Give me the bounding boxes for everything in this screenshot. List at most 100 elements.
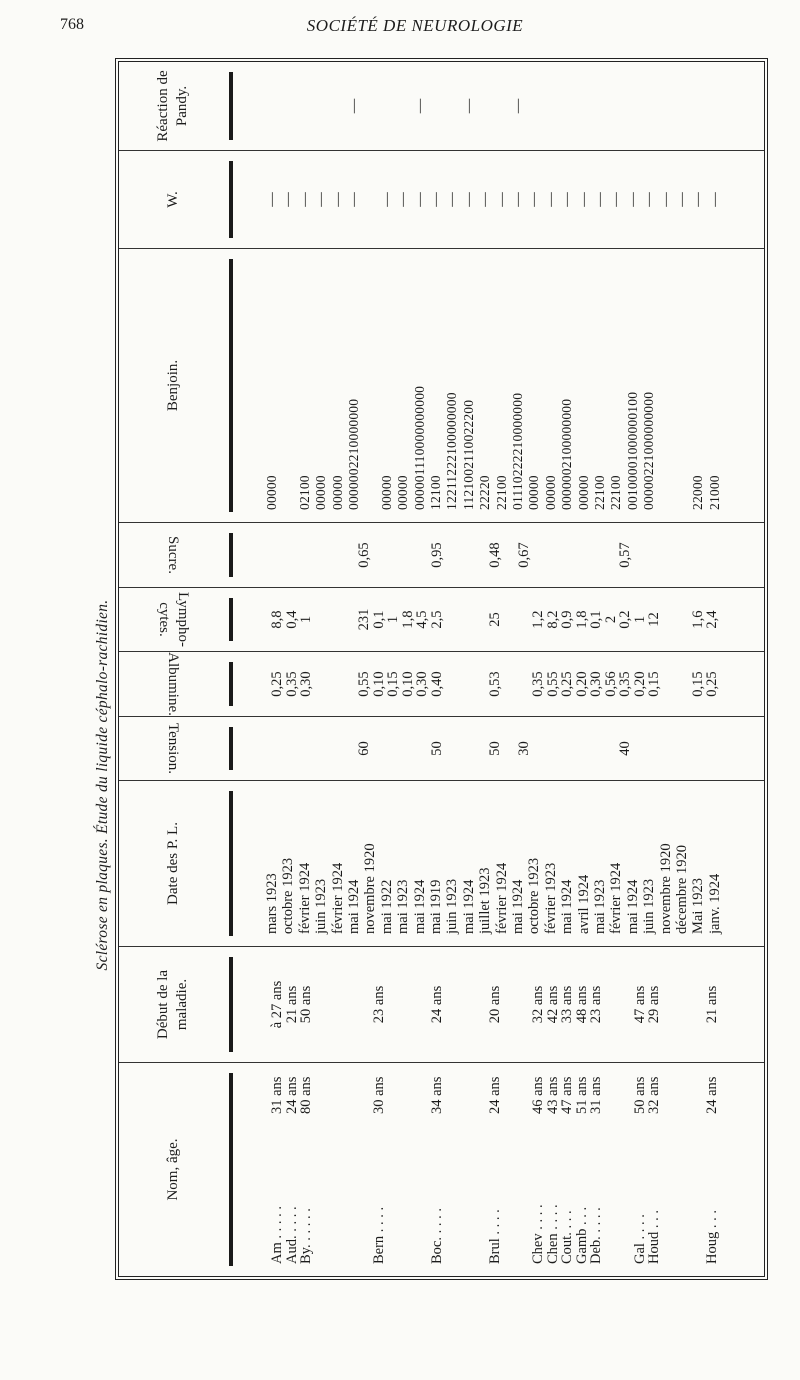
albumine-cell: 0,40 bbox=[428, 671, 445, 697]
benjoin-cell: 00000 bbox=[575, 475, 591, 510]
lymphocytes-cell: 2,4 bbox=[704, 610, 720, 629]
tension-cell: 40 bbox=[617, 741, 633, 756]
header-rule bbox=[229, 957, 233, 1052]
column-lymphocytes: Lympho- cytes. 8,8 0,4 1 231 0,1 1 1,8 4,5 2,5 25… bbox=[119, 588, 764, 652]
albumine-cell: 0,53 bbox=[486, 671, 503, 697]
dates-cell: mars 1923 bbox=[264, 873, 280, 934]
column-tension: Tension. 60 50 50 30 40 bbox=[119, 717, 764, 781]
albumine-cell: 0,25 bbox=[704, 671, 720, 697]
dates-cell: Mai 1923 bbox=[690, 878, 707, 934]
patient-name: Brul . . . . bbox=[486, 1209, 503, 1264]
benjoin-cell: 12100 bbox=[428, 475, 443, 510]
benjoin-cell: 00000 bbox=[526, 475, 542, 510]
dates-cell: mai 1922 bbox=[378, 879, 395, 934]
benjoin-cell: 22100 bbox=[608, 475, 624, 510]
w-cell: — bbox=[526, 192, 543, 207]
patient-row: By. . . . . . 80 ans bbox=[298, 1063, 314, 1276]
patient-row: Houd . . . 32 ans bbox=[646, 1063, 662, 1276]
dates-cell: octobre 1923 bbox=[280, 857, 297, 934]
patient-name: Houg . . . bbox=[704, 1210, 720, 1264]
w-cell: — bbox=[411, 192, 428, 207]
w-cell: — bbox=[395, 192, 412, 207]
header-nom-age: Nom, âge. bbox=[164, 1138, 181, 1201]
data-table: Nom, âge. Am . . . . .31 ans Aud. . . . .… bbox=[115, 58, 768, 1280]
patient-row: Bern . . . . 30 ans bbox=[371, 1063, 387, 1276]
dates-cell: février 1924 bbox=[329, 862, 346, 934]
column-date: Date des P. L. mars 1923 octobre 1923 févr… bbox=[119, 781, 764, 947]
header-rule bbox=[229, 791, 233, 936]
header-date: Date des P. L. bbox=[164, 822, 181, 905]
benjoin-cell: 00000 bbox=[329, 475, 345, 510]
patient-row: Brul . . . . 24 ans bbox=[487, 1063, 503, 1276]
dates-cell: avril 1924 bbox=[575, 874, 592, 934]
header-benjoin: Benjoin. bbox=[164, 359, 181, 412]
dates-cell: février 1924 bbox=[608, 862, 625, 934]
dates-cell: mai 1924 bbox=[460, 879, 477, 934]
header-rule bbox=[229, 598, 233, 641]
dates-cell: juin 1923 bbox=[641, 878, 658, 934]
w-cell: — bbox=[444, 192, 461, 207]
w-cell: — bbox=[296, 192, 313, 207]
benjoin-cell: 000001110000000000 bbox=[411, 385, 427, 510]
benjoin-cell: 00000 bbox=[378, 475, 394, 510]
w-cell: — bbox=[329, 192, 346, 207]
benjoin-cell: 22100 bbox=[592, 475, 607, 510]
w-cell: — bbox=[378, 192, 395, 207]
benjoin-cell: 00000 bbox=[313, 475, 329, 510]
debut-cell: 21 ans bbox=[704, 985, 720, 1024]
benjoin-cell: 01110222210000000 bbox=[510, 392, 525, 510]
dates-cell: mai 1924 bbox=[411, 879, 428, 934]
patient-age: 31 ans bbox=[588, 1076, 604, 1114]
sucre-cell: 0,95 bbox=[428, 542, 445, 568]
dates-cell: juin 1923 bbox=[444, 878, 461, 934]
column-albumine: Albumine. 0,25 0,35 0,30 0,55 0,10 0,15 0,10 0,… bbox=[119, 652, 764, 717]
patient-row: Boc. . . . . 34 ans bbox=[429, 1063, 445, 1276]
debut-cell: 20 ans bbox=[486, 985, 503, 1024]
patient-age: 32 ans bbox=[646, 1076, 662, 1114]
w-cell: — bbox=[510, 192, 526, 207]
w-cell: — bbox=[624, 192, 641, 207]
header-rule bbox=[229, 1073, 233, 1266]
dates-cell: novembre 1920 bbox=[657, 843, 674, 934]
column-w: W. — — — — — — — — — — — — — — — — — — — — — — — — — — — bbox=[119, 151, 764, 249]
sucre-cell: 0,67 bbox=[515, 542, 532, 568]
header-w: W. bbox=[164, 191, 181, 208]
lymphocytes-cell: 2,5 bbox=[428, 610, 445, 629]
pandy-cell: — bbox=[411, 98, 428, 114]
debut-cell: 29 ans bbox=[646, 985, 662, 1024]
sucre-cell: 0,57 bbox=[617, 542, 633, 568]
header-sucre: Sucre. bbox=[165, 536, 182, 574]
tension-cell: 30 bbox=[515, 741, 532, 756]
patient-age: 34 ans bbox=[428, 1076, 445, 1114]
header-rule bbox=[229, 161, 233, 238]
header-rule bbox=[229, 662, 233, 706]
benjoin-cell: 21000 bbox=[706, 475, 722, 510]
patient-name: Houd . . . bbox=[646, 1210, 662, 1264]
column-debut: Début de la maladie. à 27 ans 21 ans 50 an… bbox=[119, 947, 764, 1063]
lymphocytes-cell: 12 bbox=[646, 612, 662, 627]
header-pandy: Réaction de Pandy. bbox=[155, 70, 190, 142]
albumine-cell: 0,30 bbox=[298, 671, 314, 697]
w-cell: — bbox=[592, 192, 608, 207]
debut-cell: 24 ans bbox=[428, 985, 445, 1024]
benjoin-cell: 00000 bbox=[264, 475, 279, 510]
w-cell: — bbox=[674, 192, 690, 207]
benjoin-cell: 02100 bbox=[296, 475, 312, 510]
patient-age: 24 ans bbox=[486, 1076, 503, 1114]
benjoin-cell: 0000002100000000 bbox=[559, 398, 575, 510]
page-number: 768 bbox=[60, 16, 84, 33]
patient-row: Houg . . . 24 ans bbox=[704, 1063, 720, 1276]
benjoin-cell: 12211222100000000 bbox=[444, 392, 460, 510]
benjoin-cell: 00000 bbox=[395, 475, 411, 510]
dates-cell: janv. 1924 bbox=[706, 873, 723, 934]
dates-cell: juin 1923 bbox=[313, 878, 330, 934]
dates-cell: décembre 1920 bbox=[674, 845, 690, 934]
sucre-cell: 0,48 bbox=[486, 542, 503, 568]
column-pandy: Réaction de Pandy. — — — — bbox=[119, 62, 764, 151]
table-title: Sclérose en plaques. Étude du liquide cé… bbox=[94, 599, 111, 971]
dates-cell: février 1924 bbox=[296, 862, 313, 934]
w-cell: — bbox=[641, 192, 658, 207]
debut-cell: 23 ans bbox=[370, 985, 387, 1024]
w-cell: — bbox=[690, 192, 707, 207]
patient-age: 24 ans bbox=[704, 1076, 720, 1114]
